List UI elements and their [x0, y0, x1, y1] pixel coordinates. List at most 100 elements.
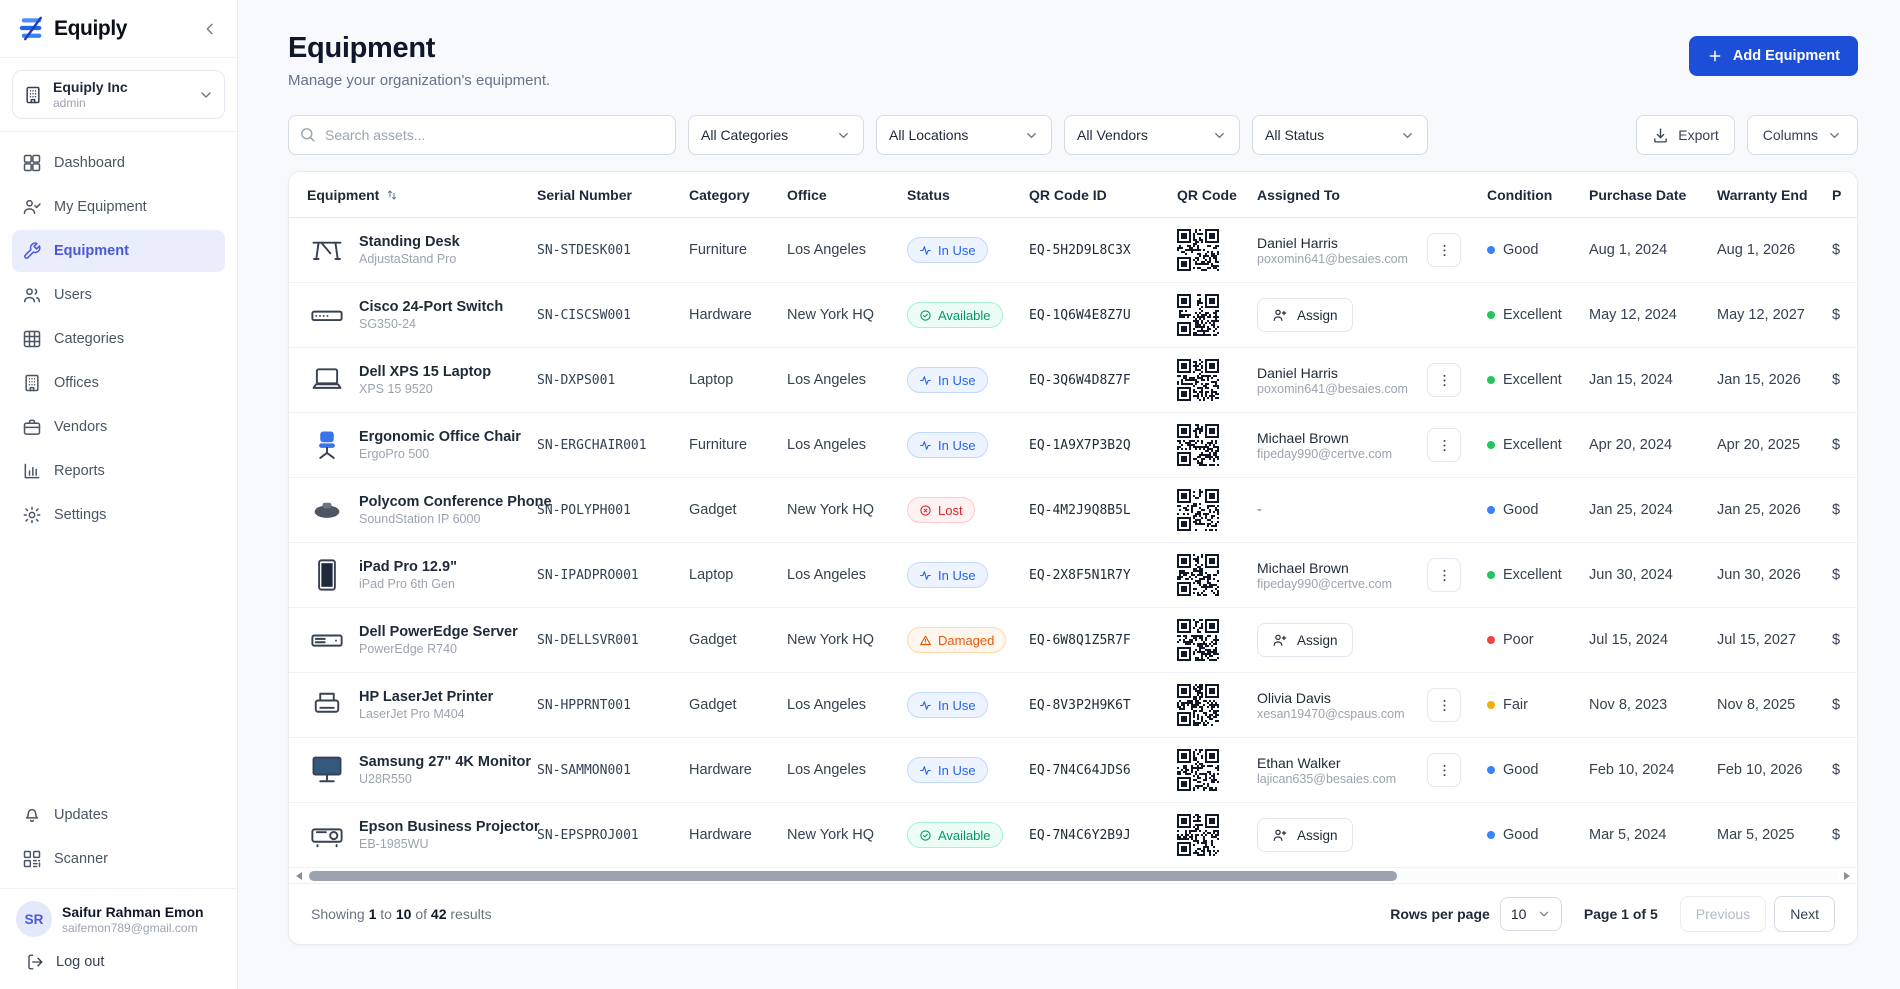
qr-code-image	[1177, 619, 1219, 661]
scrollbar-thumb[interactable]	[309, 870, 1397, 881]
assigned-user: Michael Brown fipeday990@certve.com	[1257, 430, 1392, 461]
sidebar-item-scanner[interactable]: Scanner	[12, 838, 225, 880]
warranty-end-cell: Jan 25, 2026	[1717, 502, 1801, 518]
table-row: Dell XPS 15 Laptop XPS 15 9520 SN-DXPS00…	[289, 348, 1857, 413]
condition-dot	[1487, 376, 1495, 384]
columns-button[interactable]: Columns	[1746, 115, 1858, 155]
sidebar-item-offices[interactable]: Offices	[12, 362, 225, 404]
export-label: Export	[1678, 127, 1719, 143]
equipment-cell: iPad Pro 12.9" iPad Pro 6th Gen	[307, 555, 537, 595]
briefcase-icon	[22, 417, 42, 437]
sidebar-collapse-button[interactable]	[197, 16, 223, 42]
office-cell: Los Angeles	[787, 697, 867, 713]
assigned-user-name: Daniel Harris	[1257, 364, 1338, 381]
office-cell: New York HQ	[787, 632, 875, 648]
row-actions-button[interactable]	[1427, 688, 1461, 722]
add-equipment-button[interactable]: Add Equipment	[1688, 36, 1858, 76]
row-actions-button[interactable]	[1427, 558, 1461, 592]
condition-label: Good	[1503, 502, 1539, 518]
sidebar-item-settings[interactable]: Settings	[12, 494, 225, 536]
column-header-purchase-date: Purchase Date	[1589, 186, 1687, 203]
serial-number-cell: SN-HPPRNT001	[537, 697, 631, 713]
qr-code-cell	[1177, 424, 1257, 466]
table-row: HP LaserJet Printer LaserJet Pro M404 SN…	[289, 673, 1857, 738]
qr-code-id-cell: EQ-4M2J9Q8B5L	[1029, 502, 1131, 518]
chevron-down-icon	[1400, 128, 1415, 143]
logout-button[interactable]: Log out	[0, 941, 237, 989]
app-logo: Equiply	[18, 16, 127, 41]
check-circle-icon	[919, 309, 932, 322]
assign-button[interactable]: Assign	[1257, 623, 1353, 657]
filter-value: All Locations	[889, 127, 969, 143]
warranty-end-cell: Aug 1, 2026	[1717, 242, 1796, 258]
table-row: Cisco 24-Port Switch SG350-24 SN-CISCSW0…	[289, 283, 1857, 348]
filter-all-locations[interactable]: All Locations	[876, 115, 1052, 155]
status-badge: Available	[907, 302, 1003, 328]
row-actions-button[interactable]	[1427, 233, 1461, 267]
qr-code-image	[1177, 749, 1219, 791]
assigned-user: Olivia Davis xesan19470@cspaus.com	[1257, 690, 1405, 721]
rows-per-page-select[interactable]: 10	[1499, 897, 1562, 931]
sidebar-item-vendors[interactable]: Vendors	[12, 406, 225, 448]
condition-dot	[1487, 246, 1495, 254]
condition-label: Poor	[1503, 632, 1534, 648]
next-page-button[interactable]: Next	[1774, 896, 1835, 932]
row-actions-button[interactable]	[1427, 753, 1461, 787]
assigned-user: Ethan Walker lajican635@besaies.com	[1257, 755, 1396, 786]
status-cell: In Use	[907, 692, 1029, 718]
column-header-qr-code-id: QR Code ID	[1029, 186, 1107, 203]
assign-button[interactable]: Assign	[1257, 818, 1353, 852]
status-badge: In Use	[907, 692, 988, 718]
assigned-to-cell: Michael Brown fipeday990@certve.com	[1257, 428, 1487, 462]
qr-code-id-cell: EQ-5H2D9L8C3X	[1029, 242, 1131, 258]
status-cell: Available	[907, 302, 1029, 328]
user-email: saifemon789@gmail.com	[62, 920, 198, 935]
sidebar-item-users[interactable]: Users	[12, 274, 225, 316]
qr-scan-icon	[22, 849, 42, 869]
rows-per-page-label: Rows per page	[1390, 906, 1490, 922]
sidebar-item-label: Equipment	[54, 243, 129, 259]
sidebar: Equiply Equiply Inc admin Dashboard	[0, 0, 238, 989]
dots-vertical-icon	[1436, 762, 1453, 779]
sidebar-item-categories[interactable]: Categories	[12, 318, 225, 360]
row-actions-button[interactable]	[1427, 363, 1461, 397]
previous-page-button[interactable]: Previous	[1679, 896, 1767, 932]
org-section: Equiply Inc admin	[0, 58, 237, 132]
price-cell: $	[1832, 567, 1841, 583]
sidebar-item-equipment[interactable]: Equipment	[12, 230, 225, 272]
filter-all-categories[interactable]: All Categories	[688, 115, 864, 155]
assign-button[interactable]: Assign	[1257, 298, 1353, 332]
sidebar-item-dashboard[interactable]: Dashboard	[12, 142, 225, 184]
column-header-equipment[interactable]: Equipment	[307, 187, 537, 203]
qr-code-cell	[1177, 359, 1257, 401]
sidebar-secondary-nav: Updates Scanner	[0, 790, 237, 888]
search-icon	[299, 126, 316, 143]
equipment-name: Cisco 24-Port Switch	[359, 299, 504, 315]
office-cell: New York HQ	[787, 307, 875, 323]
org-selector[interactable]: Equiply Inc admin	[12, 70, 225, 119]
condition-dot	[1487, 636, 1495, 644]
export-button[interactable]: Export	[1636, 115, 1735, 155]
scroll-right-arrow[interactable]	[1844, 871, 1850, 880]
user-plus-icon	[1272, 632, 1288, 648]
category-cell: Hardware	[689, 827, 752, 843]
category-cell: Laptop	[689, 567, 734, 583]
sidebar-item-reports[interactable]: Reports	[12, 450, 225, 492]
filter-all-vendors[interactable]: All Vendors	[1064, 115, 1240, 155]
office-cell: Los Angeles	[787, 372, 867, 388]
equipment-cell: Samsung 27" 4K Monitor U28R550	[307, 750, 537, 790]
scroll-left-arrow[interactable]	[296, 871, 302, 880]
equipment-name: Dell XPS 15 Laptop	[359, 364, 492, 380]
category-cell: Hardware	[689, 307, 752, 323]
sidebar-item-my-equipment[interactable]: My Equipment	[12, 186, 225, 228]
scrollbar-track[interactable]	[307, 870, 1839, 881]
purchase-date-cell: Jan 15, 2024	[1589, 372, 1673, 388]
sidebar-item-updates[interactable]: Updates	[12, 794, 225, 836]
serial-number-cell: SN-SAMMON001	[537, 762, 631, 778]
assigned-user-name: Michael Brown	[1257, 559, 1349, 576]
condition-cell: Good	[1487, 827, 1589, 843]
filter-all-status[interactable]: All Status	[1252, 115, 1428, 155]
row-actions-button[interactable]	[1427, 428, 1461, 462]
search-input[interactable]	[288, 115, 676, 155]
column-header-assigned-to: Assigned To	[1257, 186, 1340, 203]
